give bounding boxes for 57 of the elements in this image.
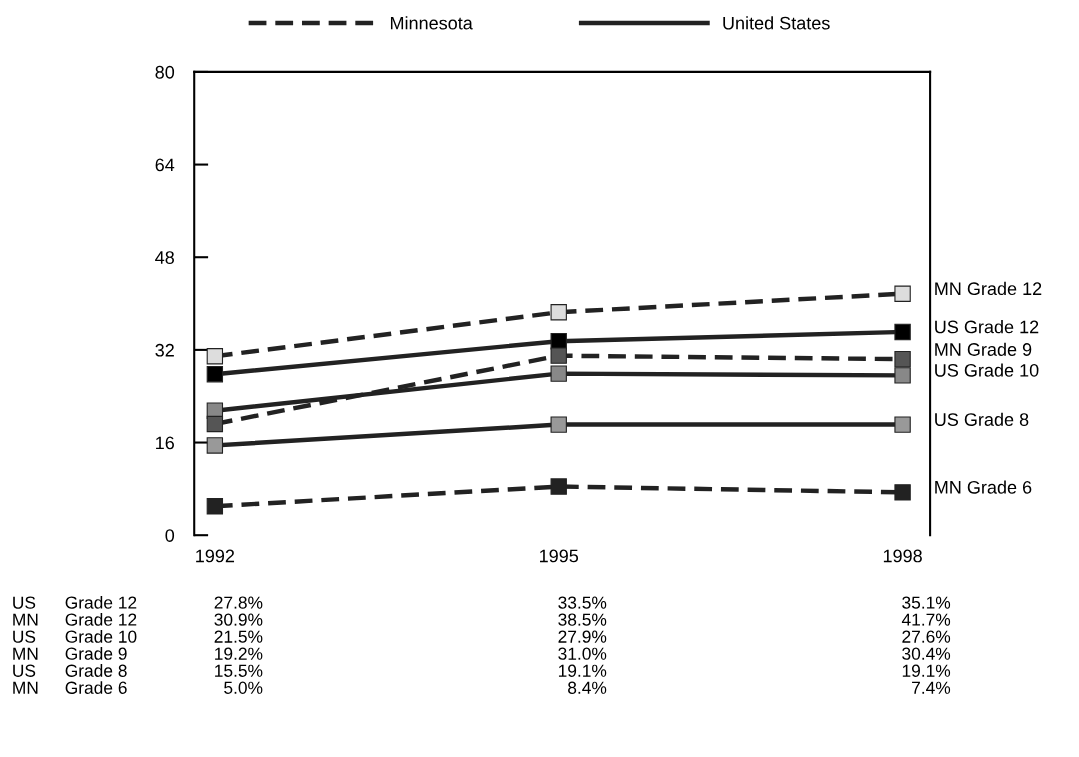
text: United States: [723, 16, 830, 30]
text: US Grade 12: [13, 595, 137, 609]
point: [894, 323, 911, 341]
data-label: 7.4%: [912, 681, 951, 694]
data-label: 21.5%: [214, 630, 263, 643]
series-label: US Grade 12: [935, 320, 1039, 334]
text: US Grade 10: [13, 630, 137, 643]
data-label: 19.2%: [215, 647, 263, 660]
data-label: 35.1%: [902, 596, 951, 609]
data-label: 31.0%: [558, 647, 607, 660]
data-label: 5.0%: [224, 681, 263, 694]
point: [894, 367, 911, 384]
series-label: US Grade 10: [935, 363, 1039, 377]
data-label: 30.4%: [902, 647, 951, 660]
y-tick-label: 16: [156, 436, 174, 450]
point: [550, 416, 567, 433]
series-label: MN Grade 6: [935, 480, 1032, 494]
y-tick-label: 0: [165, 529, 175, 542]
point: [894, 350, 911, 368]
point: [550, 365, 567, 382]
data-label: 15.5%: [215, 664, 263, 677]
x-tick-label: 1992: [196, 549, 235, 563]
text: US Grade 8: [13, 664, 127, 677]
data-label: 41.7%: [901, 613, 951, 626]
data-label: 27.9%: [558, 630, 607, 643]
data-label: 8.4%: [568, 681, 607, 694]
point: [550, 347, 567, 364]
point: [550, 304, 567, 321]
y-tick-label: 80: [155, 65, 175, 79]
series-label: MN Grade 12: [935, 281, 1042, 296]
text: MN Grade 6: [13, 681, 127, 694]
data-label: 27.8%: [214, 596, 263, 609]
x-tick-label: 1998: [883, 549, 922, 563]
point: [206, 348, 224, 365]
point: [894, 484, 911, 501]
data-label: 27.6%: [902, 630, 951, 643]
y-tick-label: 48: [155, 251, 174, 264]
point: [550, 478, 567, 495]
data-label: 30.9%: [214, 613, 263, 626]
y-tick-label: 32: [155, 343, 174, 357]
point: [206, 498, 224, 515]
point: [206, 437, 224, 454]
point: [894, 416, 911, 433]
data-label: 38.5%: [558, 613, 607, 626]
x-tick-label: 1995: [540, 549, 579, 563]
point: [206, 415, 224, 433]
series-label: MN Grade 9: [935, 342, 1032, 356]
data-label: 19.1%: [558, 664, 607, 677]
text: Minnesota: [390, 16, 473, 30]
data-label: 33.5%: [558, 596, 607, 609]
text: MN Grade 9: [13, 647, 127, 660]
series-label: US Grade 8: [935, 412, 1029, 426]
text: MN Grade 12: [13, 613, 137, 626]
data-label: 19.1%: [902, 664, 951, 677]
y-tick-label: 64: [155, 158, 175, 172]
point: [894, 285, 911, 302]
point: [206, 366, 224, 383]
